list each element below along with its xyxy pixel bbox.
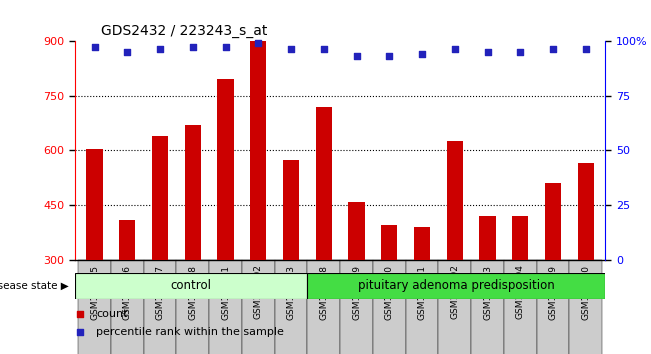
Bar: [185, 125, 201, 354]
Bar: [504, 260, 536, 354]
Bar: [406, 260, 438, 354]
Text: count: count: [96, 309, 128, 319]
Point: [187, 45, 198, 50]
Bar: [471, 260, 504, 354]
Point: [122, 49, 132, 55]
Text: GSM100892: GSM100892: [450, 264, 459, 319]
Bar: [381, 225, 398, 354]
Bar: [512, 216, 529, 354]
Bar: [283, 160, 299, 354]
Text: GSM100888: GSM100888: [319, 264, 328, 320]
Point: [253, 40, 264, 46]
Text: GSM100893: GSM100893: [483, 264, 492, 320]
Bar: [250, 41, 266, 354]
Bar: [111, 260, 144, 354]
Bar: [217, 79, 234, 354]
Point: [515, 49, 525, 55]
Text: GSM100903: GSM100903: [286, 264, 296, 320]
Bar: [536, 260, 570, 354]
Bar: [348, 202, 365, 354]
Text: GSM100900: GSM100900: [581, 264, 590, 320]
Bar: [373, 260, 406, 354]
Bar: [316, 107, 332, 354]
Point: [450, 47, 460, 52]
Text: GDS2432 / 223243_s_at: GDS2432 / 223243_s_at: [102, 24, 268, 38]
Text: GSM100889: GSM100889: [352, 264, 361, 320]
Bar: [152, 136, 168, 354]
Text: GSM100898: GSM100898: [188, 264, 197, 320]
Point: [155, 47, 165, 52]
Point: [75, 329, 85, 335]
Point: [548, 47, 559, 52]
Text: GSM100895: GSM100895: [90, 264, 99, 320]
Point: [89, 45, 100, 50]
Text: pituitary adenoma predisposition: pituitary adenoma predisposition: [358, 279, 555, 292]
Bar: [438, 260, 471, 354]
Text: GSM100891: GSM100891: [417, 264, 426, 320]
Bar: [340, 260, 373, 354]
Bar: [307, 273, 605, 299]
Point: [482, 49, 493, 55]
Bar: [176, 260, 209, 354]
Bar: [307, 260, 340, 354]
Point: [581, 47, 591, 52]
Point: [318, 47, 329, 52]
Bar: [479, 216, 495, 354]
Text: disease state ▶: disease state ▶: [0, 281, 68, 291]
Bar: [570, 260, 602, 354]
Bar: [447, 141, 463, 354]
Bar: [144, 260, 176, 354]
Bar: [577, 163, 594, 354]
Bar: [87, 149, 103, 354]
Point: [75, 312, 85, 317]
Bar: [75, 273, 307, 299]
Point: [286, 47, 296, 52]
Text: GSM100899: GSM100899: [549, 264, 557, 320]
Point: [220, 45, 230, 50]
Bar: [242, 260, 275, 354]
Bar: [275, 260, 307, 354]
Text: GSM100897: GSM100897: [156, 264, 165, 320]
Point: [417, 51, 427, 57]
Text: percentile rank within the sample: percentile rank within the sample: [96, 327, 284, 337]
Point: [352, 53, 362, 59]
Bar: [414, 227, 430, 354]
Text: GSM100902: GSM100902: [254, 264, 263, 319]
Bar: [545, 183, 561, 354]
Bar: [78, 260, 111, 354]
Bar: [119, 220, 135, 354]
Point: [384, 53, 395, 59]
Text: control: control: [171, 279, 212, 292]
Text: GSM100901: GSM100901: [221, 264, 230, 320]
Text: GSM100894: GSM100894: [516, 264, 525, 319]
Bar: [209, 260, 242, 354]
Text: GSM100896: GSM100896: [123, 264, 132, 320]
Text: GSM100890: GSM100890: [385, 264, 394, 320]
